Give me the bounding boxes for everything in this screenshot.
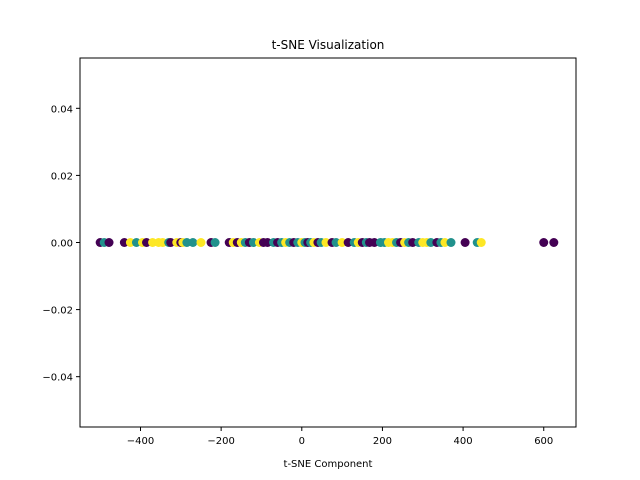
points-layer xyxy=(95,238,559,247)
data-point xyxy=(210,238,220,247)
x-axis-label: t-SNE Component xyxy=(284,459,373,470)
data-point xyxy=(188,238,198,247)
x-tick-label: 200 xyxy=(373,436,392,447)
data-point xyxy=(539,238,549,247)
x-tick-label: 0 xyxy=(299,436,305,447)
y-tick-label: 0.02 xyxy=(51,171,73,182)
data-point xyxy=(446,238,456,247)
data-point xyxy=(104,238,114,247)
x-tick-label: 400 xyxy=(454,436,473,447)
x-tick-label: −200 xyxy=(207,436,234,447)
y-axis-ticks: −0.04 −0.02 0.00 0.02 0.04 xyxy=(42,104,80,384)
x-axis-ticks: −400 −200 0 200 400 600 xyxy=(127,427,553,447)
x-tick-label: −400 xyxy=(127,436,154,447)
chart-title: t-SNE Visualization xyxy=(272,38,385,52)
y-tick-label: −0.02 xyxy=(42,306,73,317)
y-tick-label: −0.04 xyxy=(42,373,73,384)
data-point xyxy=(196,238,206,247)
data-point xyxy=(549,238,559,247)
data-point xyxy=(460,238,470,247)
y-tick-label: 0.00 xyxy=(51,239,73,250)
data-point xyxy=(476,238,486,247)
x-tick-label: 600 xyxy=(534,436,553,447)
y-tick-label: 0.04 xyxy=(51,104,73,115)
